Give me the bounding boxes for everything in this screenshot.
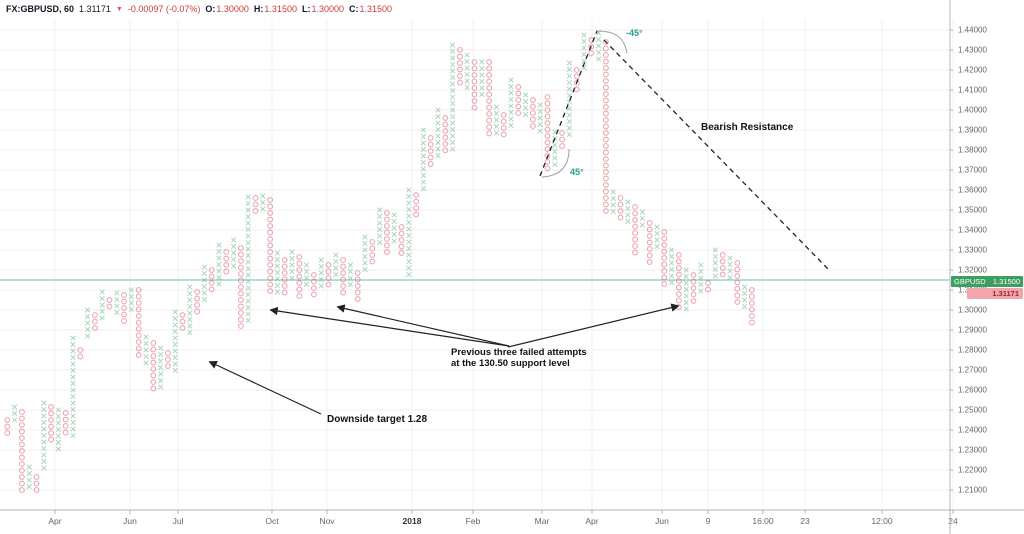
last-price-value: 1.31171 <box>79 4 111 14</box>
svg-text:1.24000: 1.24000 <box>958 426 987 435</box>
symbol-title[interactable]: FX:GBPUSD, 60 <box>6 4 75 14</box>
svg-text:1.41000: 1.41000 <box>958 86 987 95</box>
svg-text:16:00: 16:00 <box>752 516 774 526</box>
svg-text:1.23000: 1.23000 <box>958 446 987 455</box>
open-label: O: <box>205 4 216 14</box>
series-badge-symbol: GBPUSD <box>954 277 986 286</box>
svg-text:1.30000: 1.30000 <box>958 306 987 315</box>
svg-text:Apr: Apr <box>585 516 598 526</box>
svg-text:1.38000: 1.38000 <box>958 146 987 155</box>
svg-text:1.44000: 1.44000 <box>958 26 987 35</box>
down-triangle-icon: ▼ <box>115 5 123 13</box>
symbol-legend: FX:GBPUSD, 60 1.31171 ▼ -0.00097 (-0.07%… <box>6 2 405 16</box>
svg-text:1.21000: 1.21000 <box>958 486 987 495</box>
low-value: 1.30000 <box>311 4 345 14</box>
svg-text:1.33000: 1.33000 <box>958 246 987 255</box>
high-label: H: <box>253 4 264 14</box>
svg-text:Apr: Apr <box>48 516 61 526</box>
svg-text:23: 23 <box>800 516 810 526</box>
angle-45-label[interactable]: 45° <box>570 167 584 177</box>
series-price-badge: GBPUSD 1.31500 <box>951 276 1023 287</box>
svg-text:Nov: Nov <box>319 516 335 526</box>
price-change: -0.00097 (-0.07%) <box>127 4 201 14</box>
svg-text:1.27000: 1.27000 <box>958 366 987 375</box>
failed-attempts-label[interactable]: Previous three failed attempts at the 13… <box>451 347 587 369</box>
svg-text:Oct: Oct <box>265 516 279 526</box>
svg-text:1.40000: 1.40000 <box>958 106 987 115</box>
svg-text:1.29000: 1.29000 <box>958 326 987 335</box>
last-badge-price: 1.31171 <box>992 289 1019 298</box>
svg-text:1.28000: 1.28000 <box>958 346 987 355</box>
svg-text:12:00: 12:00 <box>871 516 893 526</box>
close-value: 1.31500 <box>359 4 393 14</box>
svg-text:1.35000: 1.35000 <box>958 206 987 215</box>
svg-text:Feb: Feb <box>466 516 481 526</box>
svg-text:1.25000: 1.25000 <box>958 406 987 415</box>
svg-text:1.36000: 1.36000 <box>958 186 987 195</box>
svg-text:Jul: Jul <box>173 516 184 526</box>
svg-text:Jun: Jun <box>123 516 137 526</box>
close-label: C: <box>349 4 359 14</box>
last-price-badge: 1.31171 <box>967 288 1023 299</box>
high-value: 1.31500 <box>264 4 297 14</box>
svg-text:1.39000: 1.39000 <box>958 126 987 135</box>
open-value: 1.30000 <box>216 4 249 14</box>
series-badge-price: 1.31500 <box>992 277 1020 286</box>
svg-text:1.32000: 1.32000 <box>958 266 987 275</box>
angle-minus45-label[interactable]: -45° <box>626 28 643 38</box>
svg-text:1.22000: 1.22000 <box>958 466 987 475</box>
failed-attempts-line1: Previous three failed attempts <box>451 347 587 358</box>
svg-text:24: 24 <box>948 516 958 526</box>
svg-text:1.43000: 1.43000 <box>958 46 987 55</box>
svg-text:9: 9 <box>706 516 711 526</box>
downside-target-label[interactable]: Downside target 1.28 <box>327 414 428 425</box>
svg-text:Mar: Mar <box>535 516 550 526</box>
svg-text:1.26000: 1.26000 <box>958 386 987 395</box>
ohlc-values: O: 1.30000 H: 1.31500 L: 1.30000 C: 1.31… <box>205 4 396 14</box>
svg-text:2018: 2018 <box>403 516 422 526</box>
svg-text:Jun: Jun <box>655 516 669 526</box>
svg-text:1.34000: 1.34000 <box>958 226 987 235</box>
svg-text:1.37000: 1.37000 <box>958 166 987 175</box>
svg-text:1.42000: 1.42000 <box>958 66 987 75</box>
failed-attempts-line2: at the 130.50 support level <box>451 357 570 369</box>
bearish-resistance-label[interactable]: Bearish Resistance <box>701 122 794 133</box>
low-label: L: <box>301 4 311 14</box>
